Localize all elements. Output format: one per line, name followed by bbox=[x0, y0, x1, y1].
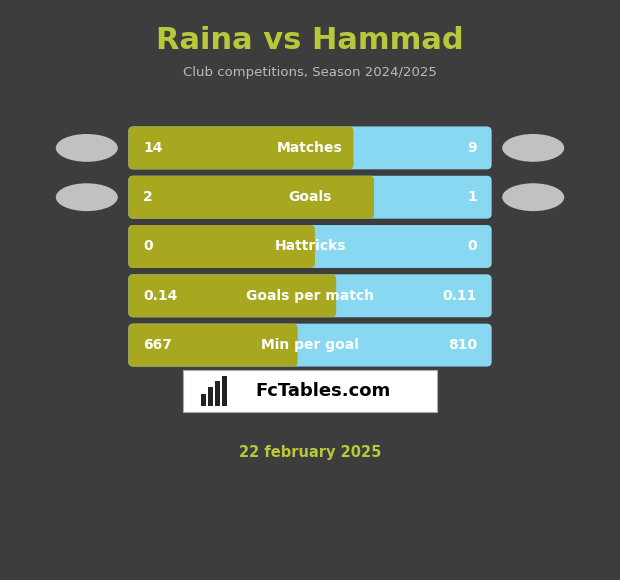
Text: 0.11: 0.11 bbox=[443, 289, 477, 303]
FancyBboxPatch shape bbox=[128, 126, 353, 169]
Text: 0: 0 bbox=[143, 240, 153, 253]
FancyBboxPatch shape bbox=[128, 324, 298, 367]
Bar bbox=[222, 376, 227, 405]
Text: 0.14: 0.14 bbox=[143, 289, 177, 303]
Bar bbox=[208, 386, 213, 405]
Text: Min per goal: Min per goal bbox=[261, 338, 359, 352]
Text: 0: 0 bbox=[467, 240, 477, 253]
FancyBboxPatch shape bbox=[128, 176, 492, 219]
Text: Goals per match: Goals per match bbox=[246, 289, 374, 303]
Bar bbox=[202, 394, 206, 405]
Text: 810: 810 bbox=[448, 338, 477, 352]
Bar bbox=[273, 131, 348, 165]
Text: Raina vs Hammad: Raina vs Hammad bbox=[156, 26, 464, 55]
Text: Matches: Matches bbox=[277, 141, 343, 155]
Text: 1: 1 bbox=[467, 190, 477, 204]
Text: 667: 667 bbox=[143, 338, 172, 352]
FancyBboxPatch shape bbox=[183, 370, 437, 412]
FancyBboxPatch shape bbox=[128, 225, 315, 268]
Text: 9: 9 bbox=[467, 141, 477, 155]
Text: FcTables.com: FcTables.com bbox=[255, 382, 391, 400]
Text: Hattricks: Hattricks bbox=[274, 240, 346, 253]
Text: 2: 2 bbox=[143, 190, 153, 204]
Ellipse shape bbox=[56, 183, 118, 211]
Bar bbox=[237, 328, 293, 362]
Ellipse shape bbox=[56, 134, 118, 162]
Bar bbox=[215, 380, 220, 405]
FancyBboxPatch shape bbox=[128, 225, 492, 268]
FancyBboxPatch shape bbox=[128, 274, 336, 317]
Bar bbox=[286, 180, 369, 214]
Ellipse shape bbox=[502, 134, 564, 162]
Text: 14: 14 bbox=[143, 141, 162, 155]
Bar bbox=[262, 279, 331, 313]
FancyBboxPatch shape bbox=[128, 126, 492, 169]
FancyBboxPatch shape bbox=[128, 274, 492, 317]
Text: Goals: Goals bbox=[288, 190, 332, 204]
FancyBboxPatch shape bbox=[128, 324, 492, 367]
Text: 22 february 2025: 22 february 2025 bbox=[239, 445, 381, 460]
FancyBboxPatch shape bbox=[128, 176, 374, 219]
Text: Club competitions, Season 2024/2025: Club competitions, Season 2024/2025 bbox=[183, 66, 437, 79]
Ellipse shape bbox=[502, 183, 564, 211]
Bar bbox=[248, 230, 310, 263]
